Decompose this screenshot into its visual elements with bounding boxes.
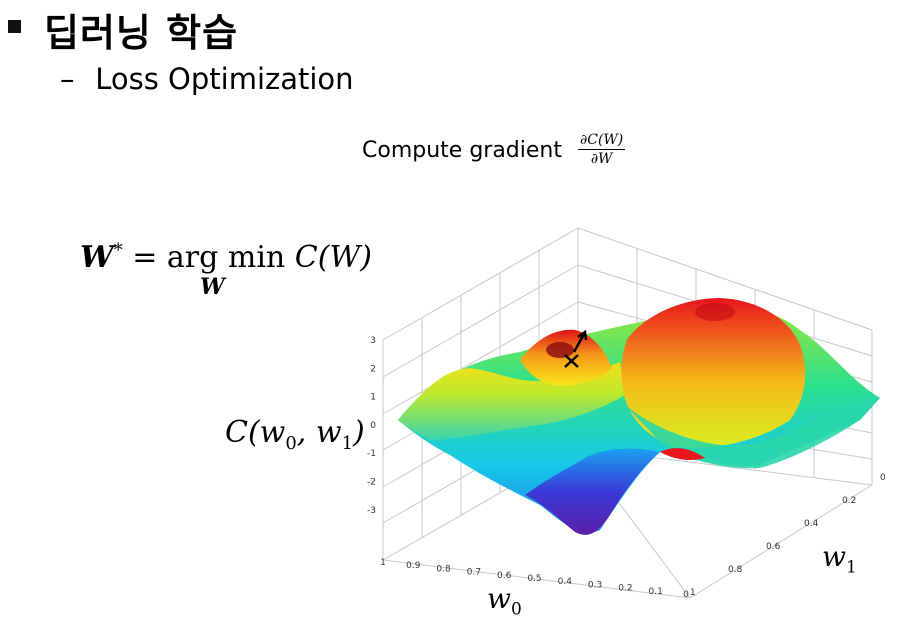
w1Ticks-label: 1 xyxy=(690,588,696,598)
eq-sub: W xyxy=(200,274,225,300)
gradient-fraction: ∂C(W) ∂W xyxy=(578,132,626,167)
w1Ticks-label: 0.6 xyxy=(766,542,781,552)
w1Ticks-label: 0 xyxy=(880,473,886,483)
argmin-equation: W* = arg min C(W) W xyxy=(80,240,372,300)
gradient-label: Compute gradient xyxy=(362,138,562,163)
w0Ticks-label: 0.6 xyxy=(497,571,512,581)
w1-tick-labels: 0 0.2 0.4 0.6 0.8 1 xyxy=(690,473,886,598)
eq-mid: = arg min xyxy=(122,240,295,275)
w0Ticks-label: 0.8 xyxy=(436,564,451,574)
subtitle-text: Loss Optimization xyxy=(95,62,354,96)
zTicks-label: -2 xyxy=(367,478,376,488)
zTicks-label: 1 xyxy=(370,393,376,403)
zTicks-label: 3 xyxy=(370,336,376,346)
w1-axis-label: w1 xyxy=(822,540,857,578)
eq-lhs: W xyxy=(80,240,114,275)
w0-tick-labels: 1 0.9 0.8 0.7 0.6 0.5 0.4 0.3 0.2 0.1 0 xyxy=(380,558,689,600)
subtitle: – Loss Optimization xyxy=(60,62,354,96)
w0Ticks-label: 0.3 xyxy=(588,580,602,590)
w0Ticks-label: 0.2 xyxy=(618,584,632,594)
w0Ticks-label: 0.1 xyxy=(649,587,663,597)
z-tick-labels: 3 2 1 0 -1 -2 -3 xyxy=(367,336,376,516)
w0Ticks-label: 1 xyxy=(380,558,386,568)
zTicks-label: 2 xyxy=(370,364,376,374)
subtitle-dash: – xyxy=(60,62,75,96)
gradient-numerator: ∂C(W) xyxy=(578,132,626,150)
w0Ticks-label: 0.5 xyxy=(527,574,541,584)
loss-surface xyxy=(398,298,880,535)
w1Ticks-label: 0.8 xyxy=(728,565,743,575)
zTicks-label: -1 xyxy=(367,449,376,459)
w0Ticks-label: 0.7 xyxy=(467,568,481,578)
page-title: 딥러닝 학습 xyxy=(44,11,239,55)
w0Ticks-label: 0.9 xyxy=(406,561,421,571)
w1Ticks-label: 0.4 xyxy=(804,519,819,529)
eq-star: * xyxy=(113,240,123,261)
zTicks-label: -3 xyxy=(367,506,376,516)
eq-rhs: C(W) xyxy=(294,240,372,275)
w0Ticks-label: 0 xyxy=(683,590,689,600)
gradient-marker xyxy=(564,329,588,368)
bullet-square xyxy=(8,20,21,33)
w0-axis-label: w0 xyxy=(487,582,522,620)
w0Ticks-label: 0.4 xyxy=(558,577,573,587)
w1Ticks-label: 0.2 xyxy=(842,496,856,506)
surface-function-label: C(w0, w1) xyxy=(225,415,365,454)
zTicks-label: 0 xyxy=(370,421,376,431)
gradient-denominator: ∂W xyxy=(590,151,613,167)
